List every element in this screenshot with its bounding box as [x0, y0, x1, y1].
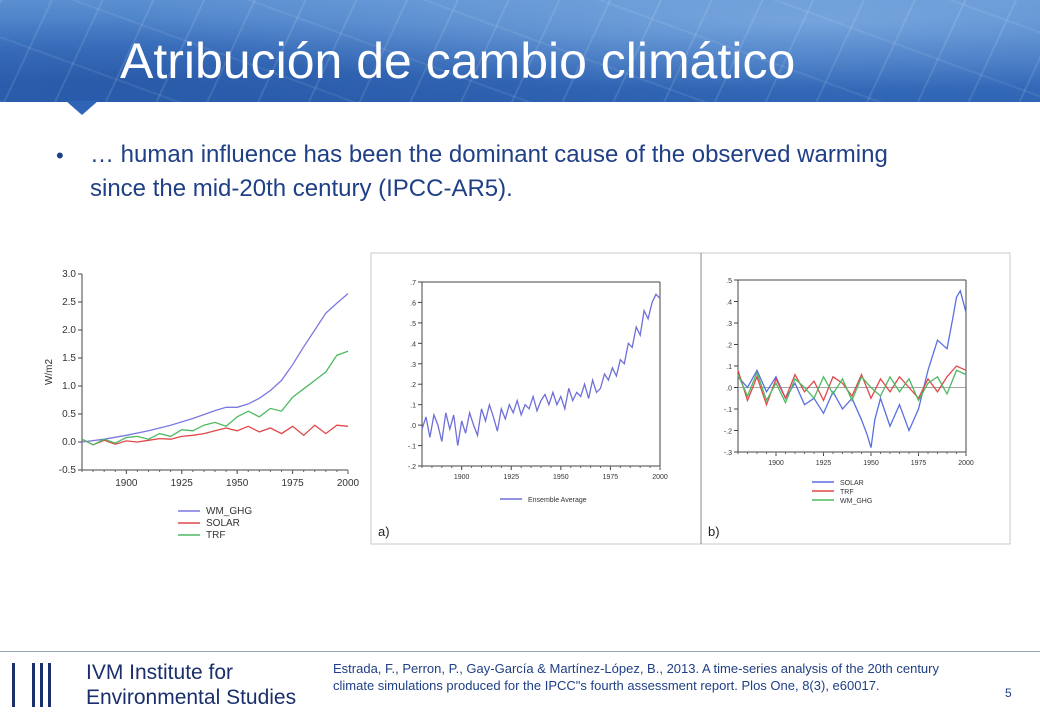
x-tick-label: 2000 [652, 474, 668, 481]
title-bar [0, 0, 1040, 102]
y-tick-label: 2.0 [62, 325, 76, 336]
series-line-trf [737, 365, 967, 407]
bullet-marker: • [56, 143, 64, 168]
x-tick-label: 1925 [816, 460, 832, 467]
y-tick-label: 1.5 [62, 353, 76, 364]
citation: Estrada, F., Perron, P., Gay-García & Ma… [333, 661, 939, 693]
x-tick-label: 2000 [337, 478, 360, 489]
logo-bar [48, 663, 51, 707]
logo-line-1: IVM Institute for [86, 661, 234, 684]
y-tick-label: .2 [726, 343, 732, 350]
figure-frame [370, 252, 1011, 545]
bullet-text: … human influence has been the dominant … [90, 138, 950, 206]
x-tick-label: 1900 [115, 478, 138, 489]
legend-label: WM_GHG [840, 498, 872, 505]
y-axis-label: W/m2 [44, 359, 55, 386]
series-line-wm-ghg [737, 369, 967, 405]
x-tick-label: 1950 [226, 478, 249, 489]
y-tick-label: 0.0 [62, 437, 76, 448]
y-tick-label: -.1 [724, 407, 732, 414]
legend-label: TRF [206, 530, 225, 541]
panel-label: a) [378, 524, 390, 539]
slide-title: Atribución de cambio climático [120, 33, 796, 89]
x-tick-label: 1900 [768, 460, 784, 467]
series-line-ensemble-average [421, 293, 661, 446]
y-tick-label: -.1 [408, 444, 416, 451]
logo-bar [32, 663, 35, 707]
y-tick-label: -.2 [408, 464, 416, 471]
x-tick-label: 1925 [503, 474, 519, 481]
y-tick-label: .3 [726, 321, 732, 328]
legend-label: Ensemble Average [528, 497, 587, 504]
footer-divider [0, 651, 1040, 652]
y-tick-label: .7 [410, 280, 416, 287]
y-tick-label: -0.5 [59, 465, 77, 476]
y-tick-label: .4 [726, 300, 732, 307]
y-tick-label: .0 [410, 423, 416, 430]
x-tick-label: 1900 [454, 474, 470, 481]
x-tick-label: 1950 [863, 460, 879, 467]
y-tick-label: 0.5 [62, 409, 76, 420]
series-line-wm-ghg [81, 293, 349, 443]
x-tick-label: 1975 [281, 478, 304, 489]
y-tick-label: .4 [410, 341, 416, 348]
y-tick-label: .6 [410, 300, 416, 307]
bullet-text-content: … human influence has been the dominant … [90, 141, 888, 202]
y-tick-label: 1.0 [62, 381, 76, 392]
y-tick-label: .3 [410, 362, 416, 369]
y-tick-label: .5 [410, 321, 416, 328]
title-bar-background [0, 0, 1040, 102]
attribution-figure: -.2 -.1 .0 .1 .2 .3 .4 .5 .6 .7 1900 1925 1950 1975 20… [370, 252, 1011, 545]
forcing-chart: -0.5 0.0 0.5 1.0 1.5 2.0 2.5 3.0 1900 1925 1950 197… [44, 269, 360, 541]
y-tick-label: -.2 [724, 429, 732, 436]
legend-label: WM_GHG [206, 506, 252, 517]
y-tick-label: .5 [726, 278, 732, 285]
y-tick-label: .1 [410, 403, 416, 410]
title-bar-notch [66, 101, 98, 115]
y-tick-label: 2.5 [62, 297, 76, 308]
x-tick-label: 1975 [603, 474, 619, 481]
legend-label: TRF [840, 489, 854, 496]
x-tick-label: 1975 [911, 460, 927, 467]
y-tick-label: .1 [726, 364, 732, 371]
y-tick-label: 3.0 [62, 269, 76, 280]
series-line-solar [81, 424, 349, 446]
x-tick-label: 1925 [171, 478, 194, 489]
page-number: 5 [1005, 686, 1012, 700]
logo-bar [40, 663, 43, 707]
logo-line-2: Environmental Studies [86, 686, 297, 709]
logo-bar [12, 663, 15, 707]
x-tick-label: 2000 [958, 460, 974, 467]
legend-label: SOLAR [206, 518, 240, 529]
y-tick-label: .2 [410, 382, 416, 389]
y-tick-label: .0 [726, 386, 732, 393]
series-line-trf [81, 350, 349, 446]
y-tick-label: -.3 [724, 450, 732, 457]
x-tick-label: 1950 [553, 474, 569, 481]
ivm-logo-text: IVM Institute for Environmental Studies [86, 660, 296, 710]
legend-label: SOLAR [840, 480, 864, 487]
panel-label: b) [708, 524, 720, 539]
